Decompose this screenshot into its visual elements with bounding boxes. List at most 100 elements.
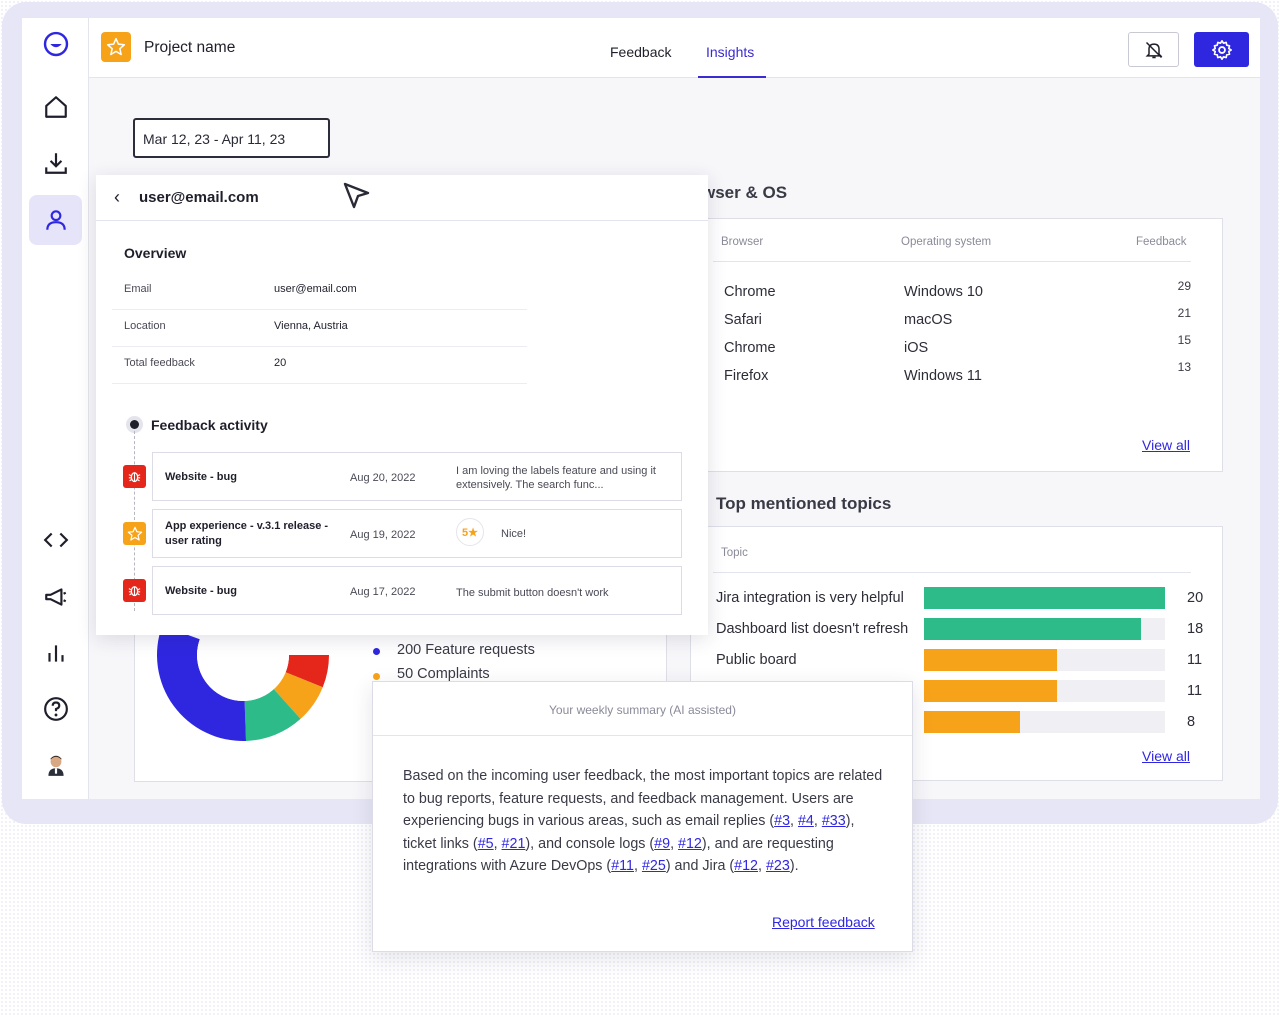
topic-count: 20: [1187, 590, 1204, 606]
megaphone-icon[interactable]: [29, 572, 82, 622]
summary-header: Your weekly summary (AI assisted): [373, 682, 912, 736]
browser-os-title: wser & OS: [702, 183, 788, 202]
activity-item[interactable]: App experience - v.3.1 release - user ra…: [152, 509, 682, 558]
bug-icon: [123, 579, 146, 602]
activity-text: I am loving the labels feature and using…: [456, 465, 656, 491]
cursor-icon: [343, 182, 370, 209]
settings-button[interactable]: [1194, 32, 1249, 67]
column-browser: Browser: [721, 236, 764, 248]
avatar[interactable]: [29, 740, 82, 790]
date-range-picker[interactable]: Mar 12, 23 - Apr 11, 23: [133, 118, 330, 158]
os-cell: Windows 11: [904, 368, 982, 384]
topic-label: Public board: [716, 652, 797, 668]
os-cell: iOS: [904, 340, 929, 356]
feedback-link[interactable]: #12: [678, 835, 702, 852]
browser-cell: Safari: [724, 312, 762, 328]
topic-label: Jira integration is very helpful: [716, 590, 904, 606]
browser-os-card: Browser Operating system Feedback Chrome…: [690, 218, 1223, 472]
download-icon[interactable]: [29, 138, 82, 188]
topic-label: Dashboard list doesn't refresh: [716, 621, 909, 637]
activity-date: Aug 17, 2022: [350, 586, 416, 598]
chevron-left-icon[interactable]: ‹: [114, 187, 120, 207]
browser-cell: Chrome: [724, 340, 776, 356]
overview-value: 20: [274, 357, 287, 369]
os-cell: Windows 10: [904, 284, 983, 300]
overview-key: Total feedback: [124, 357, 195, 369]
analytics-icon[interactable]: [29, 628, 82, 678]
activity-date: Aug 20, 2022: [350, 472, 416, 484]
legend-complaints: 50 Complaints: [397, 666, 490, 682]
mute-notifications-button[interactable]: [1128, 32, 1179, 67]
topic-count: 11: [1187, 652, 1203, 668]
topics-view-all-link[interactable]: View all: [1142, 748, 1190, 764]
activity-title: App experience - v.3.1 release - user ra…: [165, 520, 329, 547]
activity-item[interactable]: Website - bug Aug 17, 2022 The submit bu…: [152, 566, 682, 615]
timeline-dot: [130, 420, 139, 429]
feedback-link[interactable]: #33: [821, 813, 846, 830]
overview-title: Overview: [124, 245, 187, 261]
column-os: Operating system: [901, 236, 992, 248]
topic-bar-track: [924, 618, 1165, 640]
activity-text: The submit button doesn't work: [456, 587, 609, 599]
tab-insights[interactable]: Insights: [706, 44, 755, 60]
browser-cell: Chrome: [724, 284, 776, 300]
divider: [713, 261, 1191, 262]
code-icon[interactable]: [29, 515, 82, 565]
overview-key: Location: [124, 320, 166, 332]
active-tab-indicator: [698, 76, 766, 78]
column-feedback: Feedback: [1136, 236, 1187, 248]
feedback-link[interactable]: #23: [765, 858, 790, 875]
logo-icon[interactable]: [29, 19, 82, 69]
topic-count: 11: [1187, 683, 1203, 699]
rating-badge: 5★: [456, 518, 484, 546]
users-icon[interactable]: [29, 195, 82, 245]
home-icon[interactable]: [29, 82, 82, 132]
column-topic: Topic: [721, 547, 748, 559]
activity-title: Website - bug: [165, 471, 237, 483]
feedback-link[interactable]: #5: [477, 835, 494, 852]
topic-count: 18: [1187, 621, 1204, 637]
tab-feedback[interactable]: Feedback: [610, 44, 672, 60]
bug-icon: [123, 465, 146, 488]
activity-title: Website - bug: [165, 585, 237, 597]
feedback-link[interactable]: #11: [611, 858, 634, 875]
report-feedback-link[interactable]: Report feedback: [772, 914, 875, 930]
os-cell: macOS: [904, 312, 953, 328]
weekly-summary-card: Your weekly summary (AI assisted) Based …: [372, 681, 913, 952]
panel-header: ‹ user@email.com: [96, 175, 708, 221]
feedback-link[interactable]: #21: [501, 835, 526, 852]
feedback-link[interactable]: #3: [774, 813, 791, 830]
user-detail-panel: ‹ user@email.com Overview Email user@ema…: [96, 175, 708, 635]
activity-date: Aug 19, 2022: [350, 529, 416, 541]
topic-bar-track: [924, 711, 1165, 733]
activity-text: Nice!: [501, 528, 527, 540]
project-name[interactable]: Project name: [144, 39, 236, 56]
topics-card: Topic Jira integration is very helpful 20…: [690, 526, 1223, 781]
overview-value: user@email.com: [274, 283, 357, 295]
feedback-link[interactable]: #9: [654, 835, 671, 852]
donut-segment: [244, 689, 301, 741]
browser-view-all-link[interactable]: View all: [1142, 437, 1190, 453]
topic-bar-track: [924, 649, 1165, 671]
activity-item[interactable]: Website - bug Aug 20, 2022 I am loving t…: [152, 452, 682, 501]
browser-cell: Firefox: [724, 368, 769, 384]
feedback-count: 15: [1177, 333, 1191, 347]
legend-feature-requests: 200 Feature requests: [397, 642, 535, 658]
overview-row: Email user@email.com: [112, 273, 527, 310]
project-star-icon[interactable]: [101, 32, 131, 62]
gear-icon: [1211, 39, 1232, 60]
feedback-link[interactable]: #25: [641, 858, 666, 875]
feedback-activity-title: Feedback activity: [151, 417, 268, 433]
topic-bar: [924, 711, 1020, 733]
donut-segment: [157, 625, 247, 741]
feedback-count: 13: [1177, 360, 1191, 374]
donut-segment: [273, 672, 323, 719]
overview-key: Email: [124, 283, 152, 295]
help-icon[interactable]: [29, 684, 82, 734]
feedback-link[interactable]: #4: [797, 813, 814, 830]
overview-value: Vienna, Austria: [274, 320, 348, 332]
overview-row: Total feedback 20: [112, 347, 527, 384]
feedback-link[interactable]: #12: [734, 858, 759, 875]
topics-title: Top mentioned topics: [716, 494, 892, 513]
divider: [713, 572, 1191, 573]
